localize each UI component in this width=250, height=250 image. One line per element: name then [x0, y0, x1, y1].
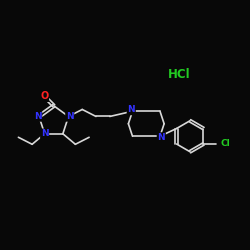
Text: Cl: Cl — [220, 140, 230, 148]
Text: N: N — [34, 112, 42, 121]
Text: O: O — [40, 91, 48, 101]
Text: HCl: HCl — [168, 68, 190, 82]
Text: N: N — [158, 133, 165, 142]
Text: N: N — [66, 112, 74, 121]
Text: N: N — [128, 106, 135, 114]
Text: N: N — [41, 129, 48, 138]
